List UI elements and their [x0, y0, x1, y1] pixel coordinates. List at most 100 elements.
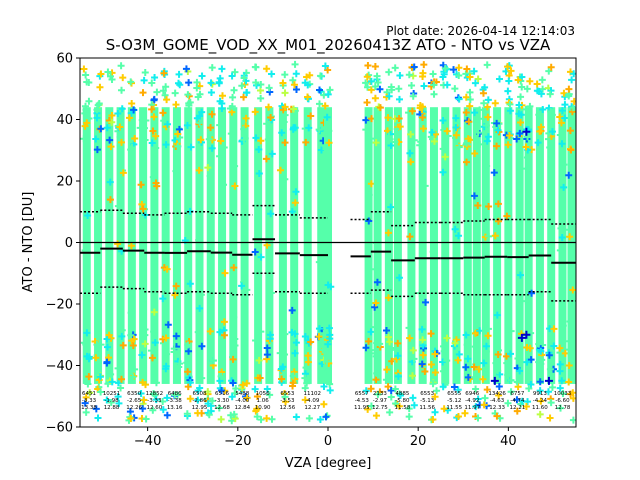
scatter-point — [141, 381, 149, 389]
scatter-point — [405, 413, 413, 421]
scatter-point — [526, 77, 534, 85]
scatter-point — [517, 111, 525, 119]
scatter-point — [106, 136, 114, 144]
scatter-column-band — [364, 107, 373, 384]
bin-annotation: 4885 — [395, 391, 409, 397]
scatter-point — [463, 65, 471, 73]
scatter-point — [560, 161, 568, 169]
bin-annotation: 6516 — [215, 391, 229, 397]
scatter-point — [420, 61, 428, 69]
scatter-point — [504, 141, 512, 149]
scatter-column-band — [82, 107, 91, 384]
scatter-column-band — [429, 107, 438, 384]
bin-annotation: 11.97 — [464, 405, 480, 411]
scatter-point — [408, 372, 416, 380]
scatter-column-band — [524, 107, 533, 384]
scatter-point — [278, 129, 286, 137]
scatter-point — [103, 124, 111, 132]
scatter-point — [81, 122, 89, 130]
scatter-point — [220, 181, 228, 189]
scatter-point — [220, 143, 228, 151]
scatter-point — [443, 357, 451, 365]
scatter-point — [194, 409, 202, 417]
scatter-column-band — [195, 107, 204, 384]
scatter-column-band — [504, 107, 513, 384]
scatter-point — [373, 72, 381, 80]
scatter-point — [485, 202, 493, 210]
scatter-point — [302, 138, 310, 146]
scatter-point — [430, 81, 438, 89]
scatter-point — [321, 62, 329, 70]
scatter-point — [443, 334, 451, 342]
scatter-point — [252, 134, 260, 142]
scatter-point — [162, 141, 170, 149]
scatter-point — [281, 350, 289, 358]
scatter-point — [374, 79, 382, 87]
scatter-point — [159, 87, 167, 95]
scatter-point — [279, 79, 287, 87]
scatter-point — [556, 344, 564, 352]
scatter-point — [480, 401, 488, 409]
scatter-point — [114, 364, 122, 372]
scatter-point — [281, 393, 289, 401]
scatter-point — [140, 76, 148, 84]
scatter-point — [105, 331, 113, 339]
scatter-point — [151, 73, 159, 81]
scatter-point — [524, 398, 532, 406]
scatter-point — [80, 339, 88, 347]
scatter-point — [463, 341, 471, 349]
scatter-point — [215, 404, 223, 412]
scatter-point — [494, 200, 502, 208]
scatter-point — [290, 81, 298, 89]
scatter-point — [410, 136, 418, 144]
scatter-point — [251, 108, 259, 116]
scatter-point — [324, 66, 332, 74]
scatter-point — [315, 333, 323, 341]
scatter-point — [324, 90, 332, 98]
scatter-point — [263, 65, 271, 73]
scatter-point — [550, 342, 558, 350]
scatter-point — [186, 379, 194, 387]
scatter-outlier — [517, 333, 526, 342]
scatter-point — [243, 89, 251, 97]
scatter-point — [243, 379, 251, 387]
scatter-column-band — [393, 107, 402, 384]
scatter-point — [430, 137, 438, 145]
scatter-point — [321, 347, 329, 355]
scatter-point — [277, 166, 285, 174]
bin-annotation: 6553 — [280, 391, 294, 397]
scatter-point — [559, 390, 567, 398]
scatter-point — [471, 373, 479, 381]
scatter-point — [231, 162, 239, 170]
scatter-point — [216, 328, 224, 336]
bin-annotation: 12.21 — [510, 405, 526, 411]
scatter-point — [547, 399, 555, 407]
scatter-point — [301, 374, 309, 382]
scatter-point — [410, 401, 418, 409]
scatter-point — [503, 212, 511, 220]
scatter-point — [466, 102, 474, 110]
scatter-point — [504, 399, 512, 407]
scatter-point — [265, 103, 273, 111]
scatter-point — [161, 91, 169, 99]
bin-annotation: 12.88 — [104, 405, 120, 411]
scatter-point — [490, 169, 498, 177]
scatter-point — [92, 135, 100, 143]
scatter-point — [239, 381, 247, 389]
scatter-point — [439, 383, 447, 391]
scatter-point — [301, 333, 309, 341]
scatter-point — [119, 169, 127, 177]
scatter-point — [174, 130, 182, 138]
bin-annotation: 2133 — [373, 391, 387, 397]
scatter-point — [558, 107, 566, 115]
scatter-point — [325, 139, 333, 147]
bin-annotation: 12.68 — [214, 405, 230, 411]
bin-annotation: -4.63 — [490, 398, 505, 404]
bin-annotation: 11.58 — [395, 405, 411, 411]
scatter-point — [302, 364, 310, 372]
scatter-point — [427, 330, 435, 338]
bin-annotation: 12.60 — [147, 405, 163, 411]
scatter-point — [372, 376, 380, 384]
scatter-point — [184, 383, 192, 391]
scatter-point — [494, 350, 502, 358]
